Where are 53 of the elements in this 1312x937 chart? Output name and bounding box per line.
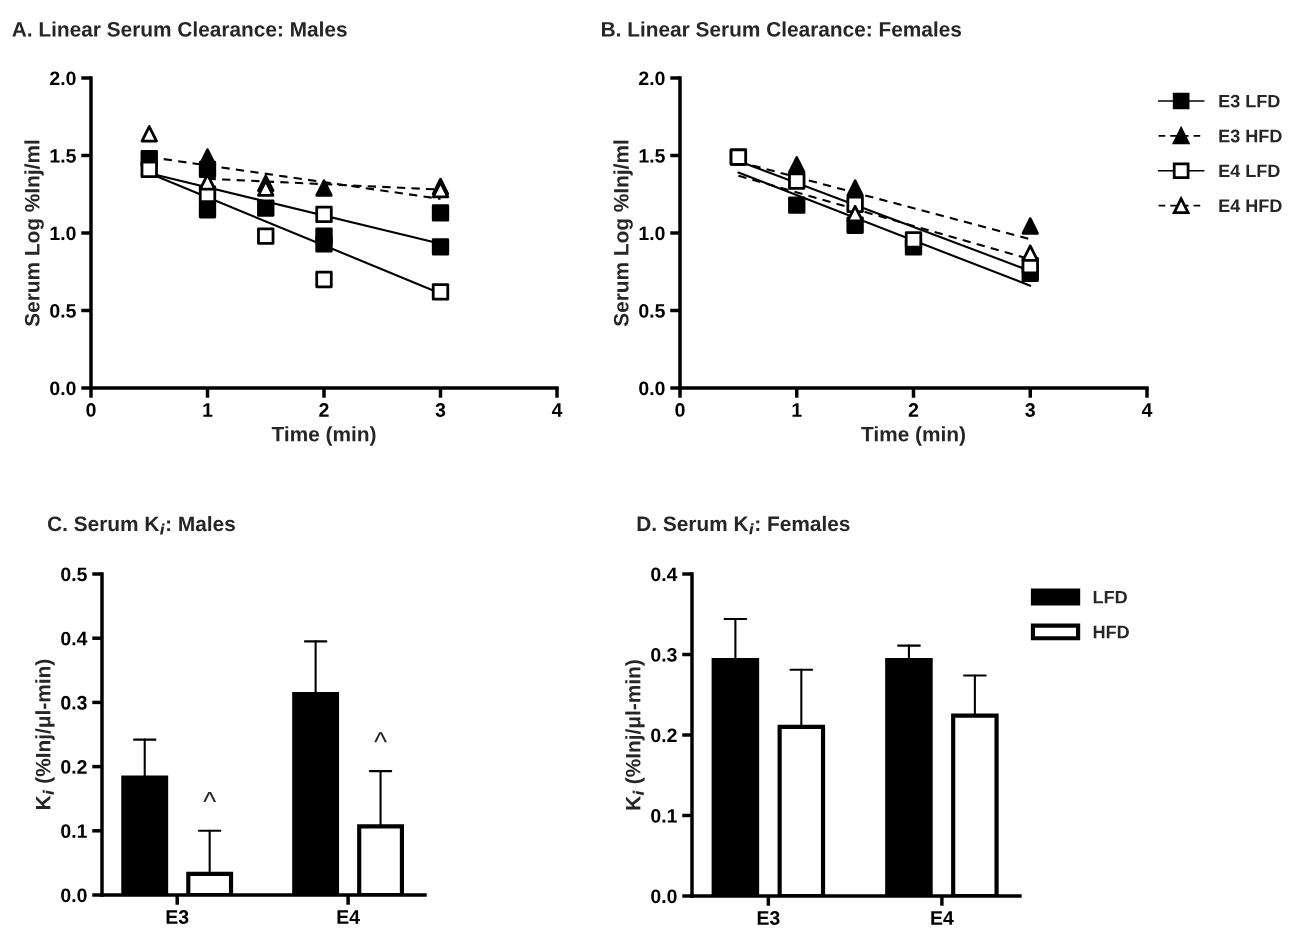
y-tick-label: 1.5 (50, 149, 76, 163)
y-axis-title: Serum Log %Inj/ml (24, 140, 44, 327)
y-tick-label: 1.5 (639, 149, 665, 163)
x-tick-label: E3 (166, 910, 189, 924)
y-tick-label: 0.5 (50, 303, 76, 318)
y-tick-label: 0.0 (61, 888, 87, 903)
y-tick-label: 0.2 (61, 760, 87, 774)
y-tick-label: 0.1 (61, 824, 87, 839)
legend-label: E3 LFD (1219, 94, 1280, 108)
y-tick-label: 0.5 (639, 303, 665, 318)
x-tick-label: 1 (792, 403, 802, 417)
x-axis-title: Time (min) (861, 426, 965, 446)
x-axis-title: Time (min) (271, 426, 376, 446)
y-axis-title: K$_{i}$ (%Inj/μl-min) (35, 659, 55, 809)
x-tick-label: E4 (337, 910, 360, 924)
x-tick-label: 2 (319, 403, 329, 417)
legend-label: LFD (1093, 590, 1127, 604)
legend-label: HFD (1093, 625, 1129, 639)
x-tick-label: 4 (551, 403, 563, 417)
x-tick-label: E3 (757, 911, 780, 925)
legend-label: E4 LFD (1219, 164, 1280, 178)
y-tick-label: 0.1 (651, 808, 677, 823)
x-tick-label: 3 (435, 403, 446, 417)
legend-label: E3 HFD (1219, 129, 1282, 143)
x-tick-label: E4 (931, 911, 954, 925)
y-tick-label: 0.4 (61, 631, 88, 646)
y-tick-label: 2.0 (50, 71, 76, 86)
y-tick-label: 0.3 (651, 647, 677, 662)
y-tick-label: 1.0 (639, 226, 665, 241)
y-tick-label: 0.3 (61, 695, 87, 710)
y-tick-label: 0.4 (651, 567, 678, 582)
annotation: ^ (203, 792, 217, 803)
annotation: ^ (374, 732, 387, 743)
chart-title: C. Serum K$_{i}$: Males (47, 515, 235, 535)
chart-title: A. Linear Serum Clearance: Males (12, 21, 347, 37)
y-tick-label: 0.0 (651, 889, 677, 904)
y-tick-label: 0.0 (639, 381, 665, 396)
chart-title: D. Serum K$_{i}$: Females (637, 515, 850, 535)
y-tick-label: 1.0 (50, 226, 76, 241)
y-tick-label: 0.2 (651, 728, 677, 743)
y-tick-label: 0.0 (50, 381, 76, 396)
x-tick-label: 0 (86, 403, 96, 417)
x-tick-label: 0 (675, 403, 685, 417)
x-tick-label: 4 (1141, 403, 1153, 417)
x-tick-label: 3 (1025, 403, 1035, 417)
x-tick-label: 1 (203, 403, 213, 417)
y-tick-label: 2.0 (639, 71, 665, 86)
y-tick-label: 0.5 (61, 567, 87, 582)
chart-title: B. Linear Serum Clearance: Females (602, 21, 962, 37)
y-axis-title: K$_{i}$ (%Inj/μl-min) (625, 660, 645, 810)
y-axis-title: Serum Log %Inj/ml (613, 140, 633, 327)
legend-label: E4 HFD (1219, 199, 1282, 212)
x-tick-label: 2 (908, 403, 919, 417)
